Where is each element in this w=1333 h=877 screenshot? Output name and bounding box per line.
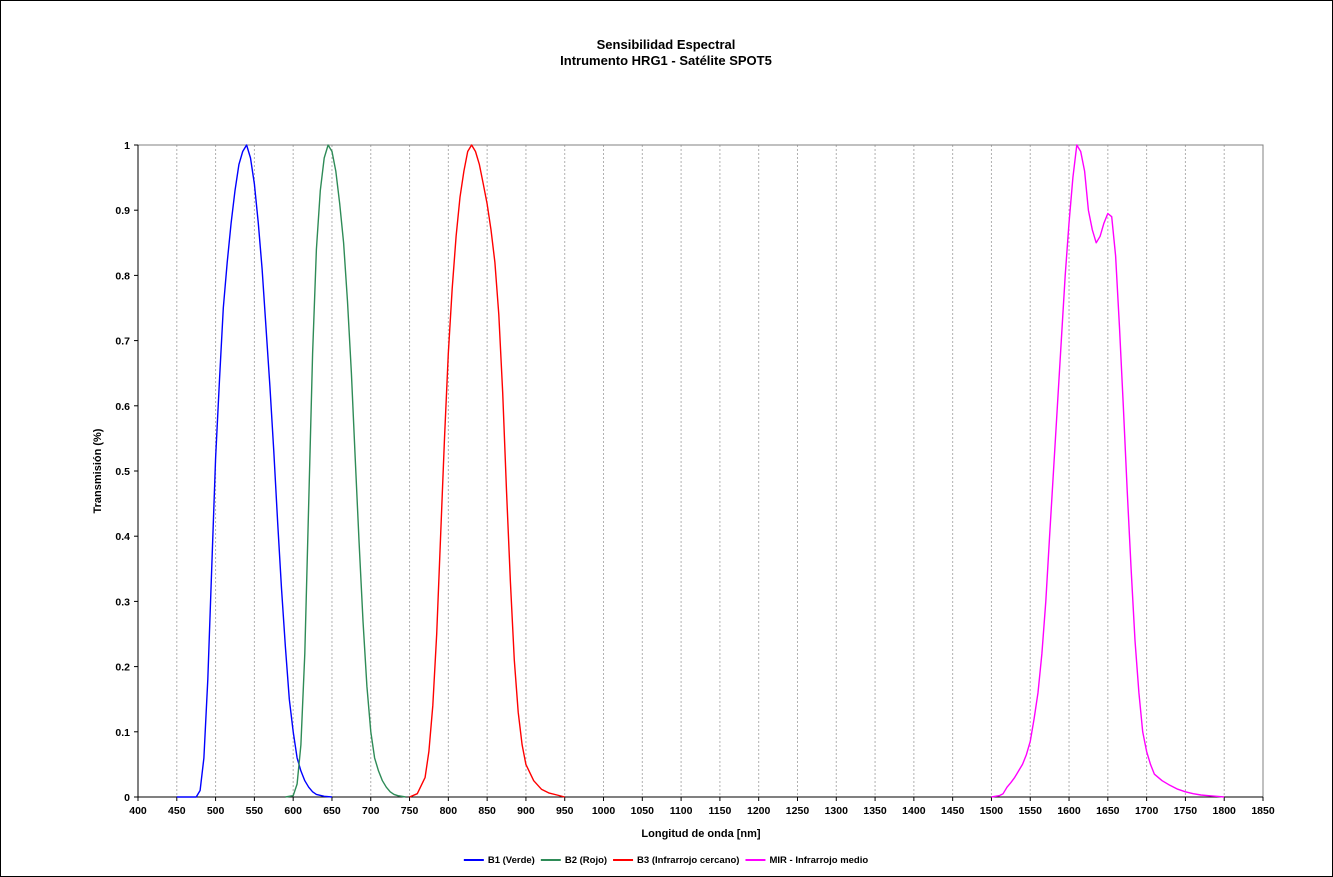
y-tick-label-3: 0.3 bbox=[115, 596, 130, 608]
chart-title-line-2: Intrumento HRG1 - Satélite SPOT5 bbox=[560, 53, 772, 68]
x-tick-label-22: 1500 bbox=[980, 805, 1004, 817]
legend-label-1: B2 (Rojo) bbox=[565, 855, 607, 866]
x-tick-label-15: 1150 bbox=[709, 805, 732, 817]
x-axis-label: Longitud de onda [nm] bbox=[641, 828, 760, 840]
y-tick-label-4: 0.4 bbox=[115, 531, 130, 543]
x-tick-label-27: 1750 bbox=[1174, 805, 1198, 817]
x-tick-label-0: 400 bbox=[129, 805, 147, 817]
legend-label-2: B3 (Infrarrojo cercano) bbox=[637, 855, 739, 866]
plot-area bbox=[137, 144, 1264, 798]
x-tick-label-5: 650 bbox=[323, 805, 341, 817]
y-tick-label-6: 0.6 bbox=[115, 401, 130, 413]
x-tick-label-6: 700 bbox=[362, 805, 380, 817]
x-tick-label-11: 950 bbox=[556, 805, 574, 817]
y-axis: 0 0.1 0.2 0.3 0.4 0.5 0.6 0.7 0.8 0.9 1 bbox=[115, 140, 139, 804]
x-tick-label-28: 1800 bbox=[1213, 805, 1237, 817]
x-tick-label-20: 1400 bbox=[902, 805, 926, 817]
x-tick-label-10: 900 bbox=[517, 805, 535, 817]
x-tick-label-4: 600 bbox=[284, 805, 302, 817]
x-tick-label-8: 800 bbox=[440, 805, 458, 817]
x-tick-label-18: 1300 bbox=[825, 805, 849, 817]
x-tick-label-12: 1000 bbox=[592, 805, 616, 817]
y-tick-label-10: 1 bbox=[124, 140, 130, 152]
x-tick-label-19: 1350 bbox=[863, 805, 887, 817]
x-tick-label-29: 1850 bbox=[1251, 805, 1275, 817]
legend-label-3: MIR - Infrarrojo medio bbox=[769, 855, 868, 866]
grid-lines bbox=[176, 145, 1225, 797]
x-tick-label-7: 750 bbox=[401, 805, 419, 817]
x-tick-label-26: 1700 bbox=[1135, 805, 1159, 817]
x-tick-label-16: 1200 bbox=[747, 805, 771, 817]
series-group bbox=[176, 144, 1225, 798]
x-tick-label-21: 1450 bbox=[941, 805, 965, 817]
x-tick-label-14: 1100 bbox=[670, 805, 693, 817]
y-tick-label-9: 0.9 bbox=[115, 205, 130, 217]
x-tick-label-3: 550 bbox=[246, 805, 264, 817]
x-tick-label-17: 1250 bbox=[786, 805, 810, 817]
series-line-2 bbox=[409, 144, 565, 798]
legend-label-0: B1 (Verde) bbox=[488, 855, 535, 866]
x-tick-label-9: 850 bbox=[478, 805, 496, 817]
legend: B1 (Verde) B2 (Rojo) B3 (Infrarrojo cercan… bbox=[463, 855, 868, 866]
chart-title-line-1: Sensibilidad Espectral bbox=[597, 37, 736, 52]
y-tick-label-7: 0.7 bbox=[115, 336, 130, 348]
x-tick-label-2: 500 bbox=[207, 805, 225, 817]
series-line-1 bbox=[285, 144, 406, 798]
y-tick-label-8: 0.8 bbox=[115, 270, 130, 282]
x-tick-label-25: 1650 bbox=[1096, 805, 1120, 817]
x-tick-label-24: 1600 bbox=[1057, 805, 1081, 817]
y-axis-label: Transmisión (%) bbox=[92, 428, 104, 513]
x-tick-label-1: 450 bbox=[168, 805, 186, 817]
series-line-3 bbox=[991, 144, 1225, 798]
y-tick-label-2: 0.2 bbox=[115, 662, 130, 674]
x-axis: 400 450 500 550 600 650 700 750 800 850 900 950 1000… bbox=[129, 796, 1275, 817]
x-tick-label-13: 1050 bbox=[631, 805, 655, 817]
series-line-0 bbox=[176, 144, 333, 798]
y-tick-label-0: 0 bbox=[124, 792, 130, 804]
y-tick-label-5: 0.5 bbox=[115, 466, 130, 478]
x-tick-label-23: 1550 bbox=[1019, 805, 1043, 817]
y-tick-label-1: 0.1 bbox=[115, 727, 130, 739]
